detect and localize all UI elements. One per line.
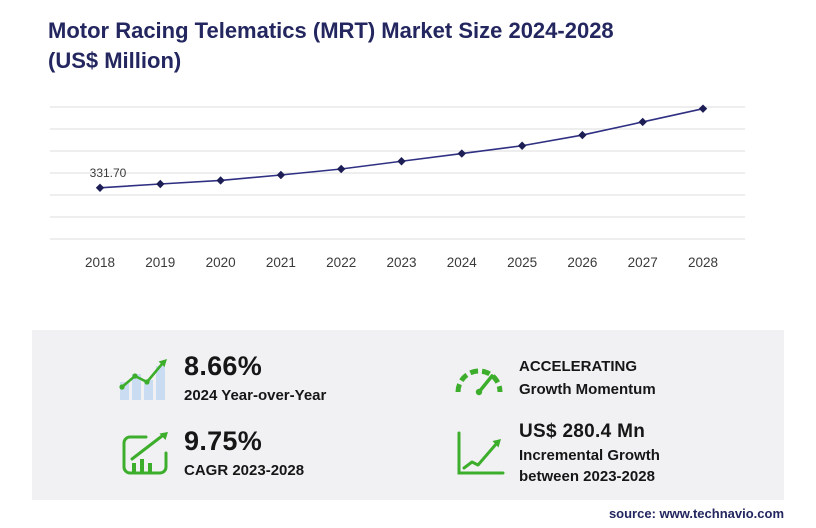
gauge-icon [451, 354, 507, 402]
yoy-growth-value: 8.66% [184, 351, 263, 381]
svg-text:2024: 2024 [447, 255, 478, 270]
svg-text:2025: 2025 [507, 255, 537, 270]
svg-text:2020: 2020 [206, 255, 236, 270]
cagr-value: 9.75% [184, 426, 263, 456]
source-attribution: source: www.technavio.com [608, 506, 784, 521]
cagr-label: CAGR 2023-2028 [184, 462, 305, 479]
page-title-line-1: Motor Racing Telematics (MRT) Market Siz… [48, 18, 614, 43]
svg-text:2021: 2021 [266, 255, 296, 270]
stat-yoy-growth: 8.66% 2024 Year-over-Year [116, 340, 421, 415]
page-title: Motor Racing Telematics (MRT) Market Siz… [48, 16, 758, 75]
svg-text:2022: 2022 [326, 255, 356, 270]
svg-text:331.70: 331.70 [90, 166, 127, 180]
incremental-growth-value: US$ 280.4 Mn [519, 420, 646, 442]
market-size-line-chart: 331.70 2018 2019 2020 2021 2022 2023 2024 2025 20… [40, 95, 770, 280]
svg-text:2018: 2018 [85, 255, 115, 270]
svg-text:2027: 2027 [628, 255, 658, 270]
line-chart-canvas: 331.70 2018 2019 2020 2021 2022 2023 2024 2025 20… [50, 104, 745, 270]
svg-text:2023: 2023 [386, 255, 416, 270]
svg-text:2026: 2026 [567, 255, 597, 270]
momentum-label: Growth Momentum [519, 380, 656, 398]
incremental-growth-label-1: Incremental Growth [519, 446, 660, 464]
bar-chart-uptrend-icon [116, 354, 172, 402]
incremental-growth-label-2: between 2023-2028 [519, 467, 655, 485]
stat-cagr: 9.75% CAGR 2023-2028 [116, 415, 421, 490]
cagr-chart-icon [116, 429, 172, 477]
stat-growth-momentum: ACCELERATING Growth Momentum [451, 340, 756, 415]
svg-text:2019: 2019 [145, 255, 175, 270]
key-stats-panel: 8.66% 2024 Year-over-Year ACCELERATING G… [32, 330, 784, 500]
growth-arrow-icon [451, 429, 507, 477]
yoy-growth-label: 2024 Year-over-Year [184, 387, 327, 404]
svg-text:2028: 2028 [688, 255, 718, 270]
stat-incremental-growth: US$ 280.4 Mn Incremental Growth between … [451, 415, 756, 490]
page-title-line-2: (US$ Million) [48, 47, 182, 73]
momentum-status: ACCELERATING [519, 357, 638, 375]
